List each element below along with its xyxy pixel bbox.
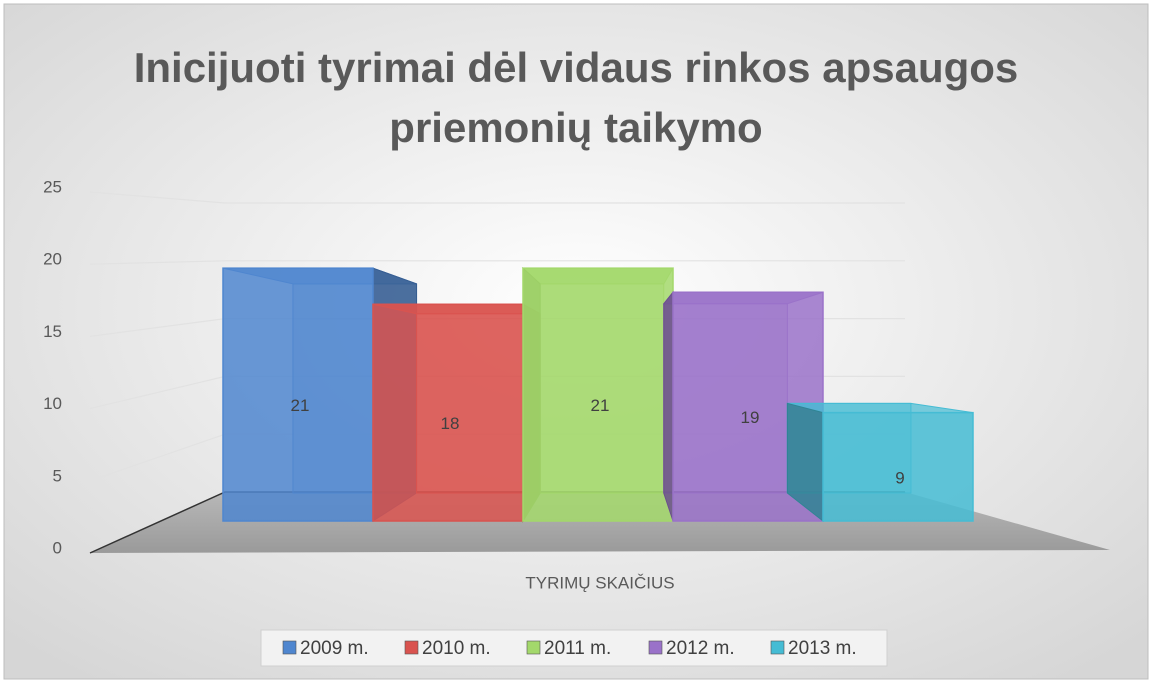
grid-line: [89, 260, 905, 265]
category-label: TYRIMŲ SKAIČIUS: [525, 573, 674, 592]
data-label: 21: [591, 396, 610, 415]
bar-side: [663, 290, 674, 522]
y-tick-label: 5: [53, 466, 62, 485]
legend-swatch: [526, 640, 541, 655]
y-tick-label: 15: [43, 322, 62, 341]
legend-label: 2012 m.: [666, 638, 735, 659]
data-label: 19: [741, 408, 760, 427]
bar: [522, 267, 674, 522]
y-tick-label: 20: [43, 250, 62, 269]
y-tick-label: 0: [53, 538, 62, 557]
legend-label: 2010 m.: [422, 638, 491, 659]
grid-line: [89, 191, 905, 204]
data-label: 9: [895, 468, 904, 487]
bar-group: 18: [372, 303, 541, 523]
legend-swatch: [770, 640, 785, 655]
bar: [222, 267, 374, 522]
legend-swatch: [282, 640, 297, 655]
bar-group: 9: [786, 402, 974, 523]
legend-label: 2009 m.: [300, 638, 369, 659]
legend-swatch: [648, 640, 663, 655]
y-tick-label: 10: [43, 394, 62, 413]
bar: [372, 303, 524, 522]
legend-label: 2013 m.: [788, 638, 857, 659]
data-label: 21: [291, 396, 310, 415]
legend-swatch: [404, 640, 419, 655]
legend-label: 2011 m.: [544, 638, 611, 659]
bar: [822, 411, 974, 522]
bar-group: 21: [521, 267, 674, 523]
data-label: 18: [441, 414, 460, 433]
y-tick-label: 25: [43, 177, 62, 196]
chart-title: Inicijuoti tyrimai dėl vidaus rinkos aps…: [133, 44, 1019, 151]
